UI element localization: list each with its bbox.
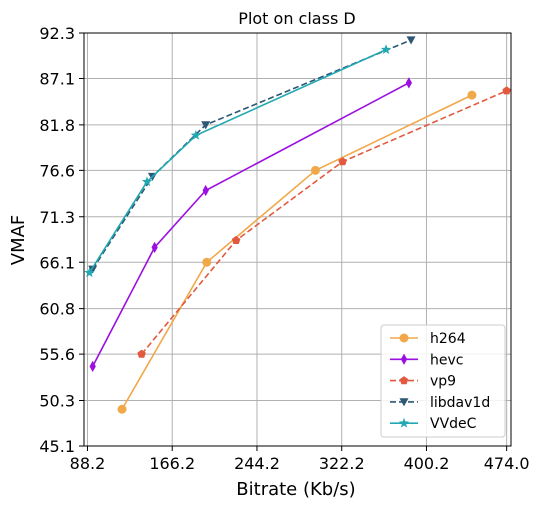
series-line [91,82,410,367]
data-point [467,90,477,100]
legend-label: vp9 [430,374,456,390]
legend-label: VVdeC [430,416,477,432]
data-point [201,121,211,130]
x-tick-label: 322.2 [319,454,365,473]
legend-item: hevc [390,352,463,368]
series-hevc [89,77,413,372]
legend: h264 hevc vp9 libdav1d VVdeC [380,324,506,438]
y-tick-label: 92.3 [39,24,75,43]
series-vvdec [84,44,392,278]
y-tick-label: 66.1 [39,253,75,272]
x-tick-label: 88.2 [70,454,106,473]
data-point [405,77,413,89]
series-vp9 [137,86,511,358]
series-group [84,36,511,414]
y-tick-label: 71.3 [39,208,75,227]
data-point [502,86,511,95]
data-point [89,360,96,372]
legend-item: VVdeC [390,416,477,432]
data-point [406,36,416,45]
y-tick-label: 50.3 [39,392,75,411]
series-line [92,39,412,270]
y-tick-label: 45.1 [39,437,75,456]
legend-label: h264 [430,331,466,347]
legend-marker [399,376,409,385]
y-axis-label: VMAF [8,215,29,266]
legend-marker [400,353,408,365]
data-point [380,44,392,54]
series-line [140,90,507,355]
tick-labels: 88.2 166.2 244.2 322.2 400.2 474.0 45.1 50.3 55.… [39,24,529,473]
data-point [141,176,153,187]
series-line [88,48,387,274]
data-point [117,404,127,414]
legend-marker [399,333,409,343]
data-point [137,349,146,358]
series-line [121,94,473,410]
legend-item: h264 [390,331,466,347]
y-tick-label: 87.1 [39,70,75,89]
x-tick-label: 166.2 [149,454,195,473]
data-point [190,129,202,140]
legend-marker [399,398,409,407]
data-point [202,257,212,267]
legend-item: vp9 [390,374,456,390]
legend-marker [398,417,410,428]
series-h264 [117,90,477,414]
y-tick-label: 76.6 [39,161,75,180]
data-point [84,267,95,278]
x-tick-label: 474.0 [484,454,530,473]
legend-label: hevc [430,352,463,368]
chart-title: Plot on class D [238,9,355,28]
y-tick-label: 60.8 [39,300,75,319]
data-point [231,235,241,245]
data-point [338,157,347,166]
legend-label: libdav1d [430,395,490,411]
x-axis-label: Bitrate (Kb/s) [236,479,355,500]
x-tick-label: 400.2 [404,454,450,473]
legend-item: libdav1d [390,395,490,411]
grid [84,32,511,447]
x-tick-label: 244.2 [234,454,280,473]
plot-frame [83,32,512,447]
y-tick-label: 81.8 [39,116,75,135]
y-tick-label: 55.6 [39,345,75,364]
legend-frame [380,324,506,438]
data-point [310,165,320,175]
data-point [88,265,98,274]
data-point [151,241,158,253]
series-libdav1d [88,36,416,274]
data-point [202,184,209,197]
